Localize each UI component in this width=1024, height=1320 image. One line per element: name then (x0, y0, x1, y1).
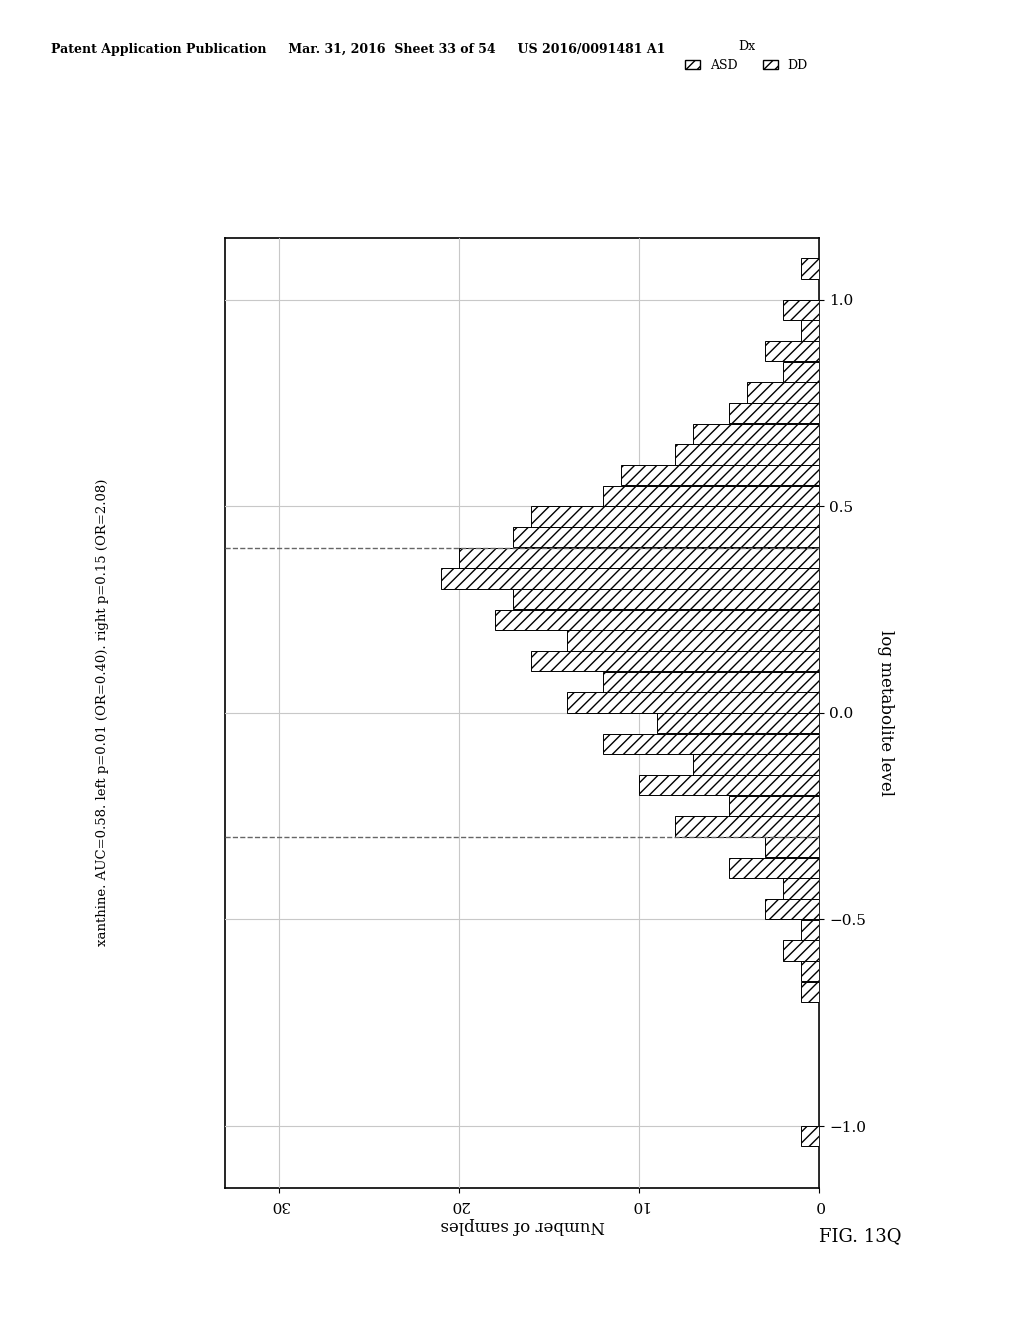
Bar (801, 1126, 819, 1147)
Bar (675, 445, 819, 465)
Bar (622, 465, 819, 486)
Bar (603, 486, 819, 506)
Bar (801, 982, 819, 1002)
Bar (765, 899, 819, 919)
Bar (729, 796, 819, 816)
Bar (513, 527, 819, 548)
X-axis label: Number of samples: Number of samples (440, 1217, 604, 1234)
Bar (729, 858, 819, 878)
Legend: ASD, DD: ASD, DD (680, 34, 813, 77)
Bar (801, 920, 819, 940)
Text: xanthine. AUC=0.58. left p=0.01 (OR=0.40). right p=0.15 (OR=2.08): xanthine. AUC=0.58. left p=0.01 (OR=0.40… (96, 479, 109, 946)
Bar (693, 424, 819, 444)
Bar (639, 775, 819, 795)
Bar (693, 754, 819, 775)
Bar (657, 713, 819, 733)
Bar (567, 693, 819, 713)
Bar (783, 362, 819, 381)
Text: FIG. 13Q: FIG. 13Q (818, 1226, 901, 1245)
Bar (531, 507, 819, 527)
Bar (603, 734, 819, 754)
Bar (567, 631, 819, 651)
Bar (765, 341, 819, 362)
Bar (729, 403, 819, 424)
Bar (801, 259, 819, 279)
Y-axis label: log metabolite level: log metabolite level (877, 630, 894, 796)
Bar (801, 321, 819, 341)
Bar (496, 610, 819, 630)
Bar (801, 961, 819, 981)
Bar (783, 878, 819, 899)
Bar (748, 383, 819, 403)
Text: Patent Application Publication     Mar. 31, 2016  Sheet 33 of 54     US 2016/009: Patent Application Publication Mar. 31, … (51, 42, 666, 55)
Bar (531, 651, 819, 672)
Bar (765, 837, 819, 857)
Bar (513, 589, 819, 610)
Bar (783, 300, 819, 319)
Bar (603, 672, 819, 692)
Bar (459, 548, 819, 568)
Bar (783, 940, 819, 961)
Bar (441, 569, 819, 589)
Bar (675, 816, 819, 837)
